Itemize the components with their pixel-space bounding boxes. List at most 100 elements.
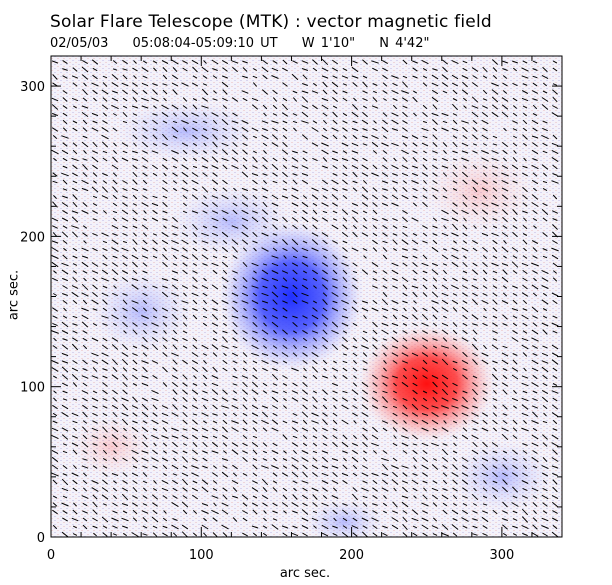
- field-vector: [91, 337, 99, 342]
- field-vector: [51, 97, 59, 102]
- field-vector: [532, 427, 538, 432]
- field-vector: [341, 472, 349, 477]
- field-vector: [371, 434, 379, 440]
- field-vector: [171, 104, 179, 110]
- field-vector: [73, 502, 77, 507]
- field-vector: [242, 277, 248, 282]
- field-vector: [432, 480, 438, 484]
- field-vector: [412, 389, 418, 395]
- field-vector: [202, 292, 208, 297]
- field-vector: [201, 88, 209, 96]
- field-vector: [533, 277, 537, 282]
- field-vector: [513, 150, 517, 154]
- field-vector: [492, 210, 498, 214]
- field-vector: [502, 532, 508, 537]
- field-vector: [92, 322, 98, 327]
- field-vector: [322, 495, 328, 499]
- field-vector: [471, 67, 479, 72]
- field-vector: [61, 135, 69, 139]
- field-vector: [122, 373, 128, 381]
- field-vector: [342, 330, 348, 334]
- field-vector: [342, 150, 348, 154]
- field-vector: [122, 510, 128, 514]
- field-vector: [172, 216, 178, 223]
- field-vector: [531, 367, 539, 372]
- field-vector: [233, 367, 237, 372]
- field-vector: [231, 60, 239, 64]
- field-vector: [342, 97, 348, 102]
- field-vector: [342, 360, 348, 364]
- field-vector: [471, 96, 479, 103]
- field-vector: [202, 441, 208, 448]
- field-vector: [122, 68, 128, 71]
- field-vector: [261, 232, 269, 237]
- field-vector: [62, 165, 68, 169]
- field-vector: [331, 307, 339, 312]
- field-vector: [512, 82, 518, 87]
- field-vector: [452, 457, 458, 462]
- field-vector: [102, 180, 108, 184]
- field-vector: [72, 172, 78, 177]
- field-vector: [262, 382, 268, 387]
- field-vector: [132, 495, 138, 499]
- field-vector: [383, 360, 387, 364]
- field-vector: [322, 510, 328, 514]
- field-vector: [531, 119, 539, 125]
- field-vector: [432, 104, 438, 110]
- field-vector: [411, 180, 419, 184]
- field-vector: [161, 405, 169, 409]
- field-vector: [431, 300, 439, 304]
- field-vector: [171, 382, 179, 387]
- field-vector: [291, 194, 299, 200]
- field-vector: [372, 300, 378, 304]
- field-vector: [71, 367, 79, 372]
- field-vector: [211, 314, 219, 320]
- field-vector: [212, 98, 218, 101]
- field-vector: [62, 90, 68, 94]
- field-vector: [351, 75, 359, 79]
- field-vector: [252, 427, 258, 432]
- field-vector: [501, 104, 509, 110]
- field-vector: [451, 127, 459, 132]
- field-vector: [461, 75, 469, 79]
- field-vector: [202, 299, 208, 305]
- field-vector: [512, 270, 518, 274]
- field-vector: [312, 277, 318, 282]
- field-vector: [281, 352, 289, 357]
- field-vector: [51, 60, 59, 64]
- field-vector: [142, 495, 148, 499]
- field-vector: [232, 321, 238, 328]
- field-vector: [552, 262, 558, 267]
- field-vector: [332, 119, 338, 125]
- field-vector: [402, 216, 408, 223]
- field-vector: [82, 450, 88, 454]
- field-vector: [352, 449, 358, 455]
- field-vector: [52, 112, 58, 117]
- field-vector: [312, 435, 318, 439]
- field-vector: [551, 247, 559, 252]
- field-vector: [62, 254, 68, 260]
- field-vector: [422, 225, 428, 229]
- field-vector: [481, 463, 489, 471]
- field-vector: [542, 248, 548, 251]
- field-vector: [182, 202, 188, 207]
- field-vector: [141, 247, 149, 252]
- field-vector: [252, 231, 258, 238]
- field-vector: [422, 480, 428, 484]
- field-vector: [442, 172, 448, 177]
- field-vector: [332, 134, 338, 140]
- field-vector: [431, 442, 439, 447]
- field-vector: [142, 60, 148, 64]
- field-vector: [522, 322, 528, 327]
- field-vector: [152, 307, 158, 312]
- field-vector: [191, 292, 199, 297]
- field-vector: [441, 112, 449, 117]
- field-vector: [391, 465, 399, 469]
- field-vector: [401, 465, 409, 469]
- field-vector: [171, 292, 179, 297]
- field-vector: [421, 127, 429, 132]
- field-vector: [551, 210, 559, 214]
- field-vector: [101, 277, 109, 282]
- field-vector: [292, 179, 298, 185]
- field-vector: [82, 517, 88, 522]
